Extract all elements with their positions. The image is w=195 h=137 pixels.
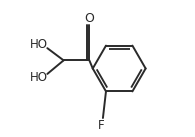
Text: HO: HO <box>30 72 48 85</box>
Text: HO: HO <box>30 38 48 51</box>
Text: F: F <box>98 119 105 132</box>
Text: O: O <box>84 12 94 25</box>
